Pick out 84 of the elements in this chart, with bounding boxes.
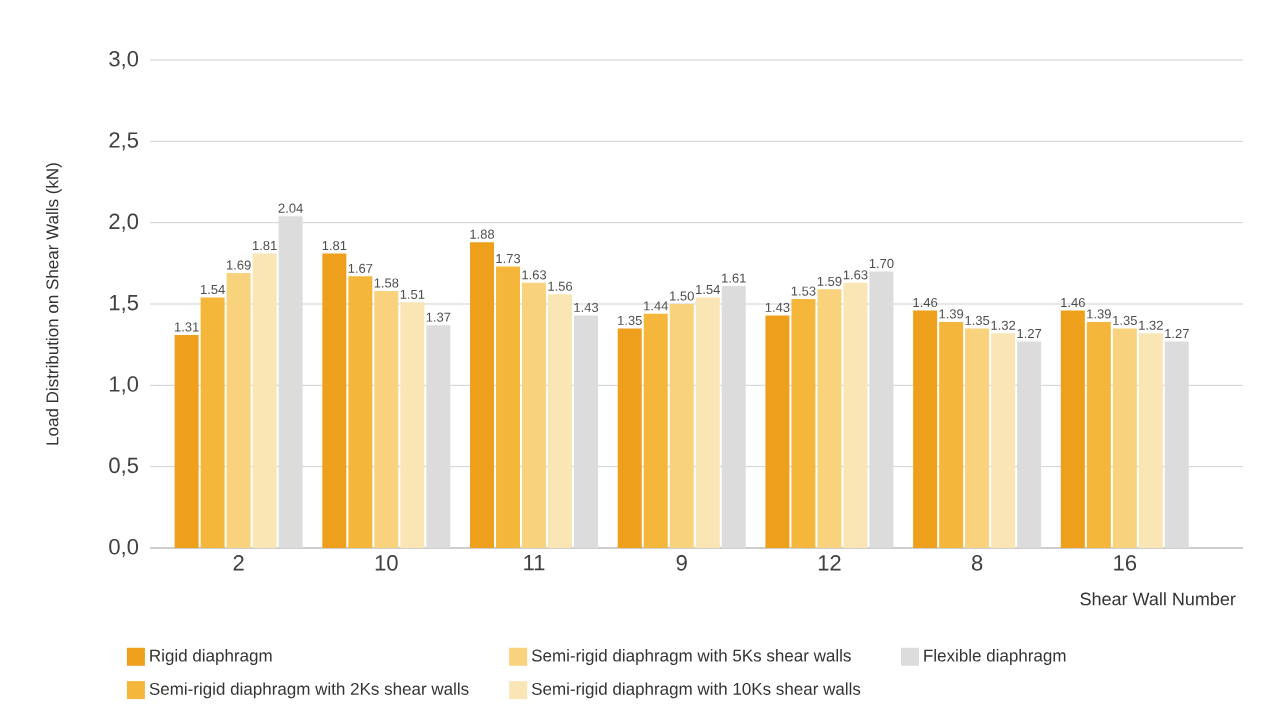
bar	[1112, 328, 1137, 548]
bar	[174, 334, 199, 548]
x-tick-label: 9	[676, 555, 687, 571]
data-label: 1.81	[322, 240, 347, 251]
data-label: 1.39	[1087, 309, 1111, 319]
y-tick-label: 2,0	[109, 213, 139, 232]
data-label: 1.37	[426, 312, 451, 322]
bar	[252, 253, 277, 548]
bar	[695, 297, 720, 548]
bar	[322, 253, 347, 548]
data-label: 1.70	[869, 258, 894, 269]
y-tick-label: 0,5	[109, 457, 138, 476]
data-label: 1.63	[522, 270, 547, 280]
data-label: 1.69	[226, 260, 251, 270]
bar	[374, 290, 399, 548]
bar	[965, 328, 990, 548]
bar	[617, 328, 642, 548]
data-label: 1.63	[843, 270, 868, 280]
x-tick-label: 12	[818, 555, 841, 571]
y-tick-label: 1,0	[110, 376, 139, 395]
bar	[200, 297, 225, 548]
data-label: 1.39	[939, 309, 964, 319]
bar	[817, 289, 842, 548]
data-label: 1.67	[348, 263, 373, 273]
bar	[1086, 321, 1111, 548]
data-label: 1.88	[470, 229, 495, 239]
data-label: 1.44	[644, 301, 668, 311]
x-tick-label: 2	[233, 555, 244, 571]
bar	[643, 313, 668, 548]
data-label: 1.43	[574, 302, 599, 312]
data-label: 1.27	[1165, 328, 1189, 339]
data-label: 1.73	[496, 253, 521, 264]
y-axis-title: Load Distribution on Shear Walls (kN)	[45, 163, 62, 445]
bar	[991, 333, 1016, 548]
data-label: 1.31	[174, 322, 199, 332]
data-label: 1.43	[765, 302, 790, 312]
data-label: 1.32	[991, 320, 1016, 330]
bar	[913, 310, 938, 548]
y-tick-label: 1,5	[110, 295, 138, 313]
bar	[400, 302, 425, 548]
data-label: 2.04	[278, 203, 303, 213]
bar	[522, 282, 547, 548]
data-label: 1.35	[618, 315, 642, 325]
data-label: 1.59	[817, 276, 842, 286]
data-label: 1.50	[670, 291, 694, 301]
bar	[843, 282, 868, 548]
legend-label: Semi-rigid diaphragm with 10Ks shear walls	[531, 682, 861, 699]
bar	[226, 273, 251, 548]
bar	[496, 266, 521, 548]
data-label: 1.46	[913, 297, 938, 308]
bar	[669, 303, 694, 548]
bar	[548, 294, 573, 548]
bar	[765, 315, 790, 548]
bar	[939, 321, 964, 548]
y-tick-label: 0,0	[109, 538, 139, 558]
data-label: 1.53	[791, 286, 816, 296]
bar	[1138, 333, 1163, 548]
data-label: 1.27	[1017, 328, 1042, 339]
x-tick-label: 8	[971, 555, 983, 571]
data-label: 1.54	[696, 285, 720, 295]
data-label: 1.54	[200, 285, 225, 295]
data-label: 1.35	[1113, 315, 1137, 325]
data-label: 1.56	[548, 281, 573, 291]
data-label: 1.81	[252, 240, 277, 251]
data-label: 1.35	[965, 315, 990, 325]
legend-label: Semi-rigid diaphragm with 2Ks shear walls	[149, 682, 469, 699]
bar	[348, 276, 373, 548]
bar	[791, 299, 816, 548]
legend-label: Rigid diaphragm	[150, 649, 272, 665]
data-label: 1.58	[374, 278, 399, 288]
legend-label: Flexible diaphragm	[924, 649, 1066, 665]
bar	[470, 242, 495, 548]
bar	[1060, 310, 1085, 548]
x-tick-label: 10	[375, 555, 398, 571]
legend-label: Semi-rigid diaphragm with 5Ks shear walls	[531, 649, 851, 665]
x-tick-label: 11	[524, 555, 545, 571]
data-label: 1.46	[1061, 297, 1085, 308]
data-label: 1.32	[1139, 320, 1163, 330]
x-axis-title: Shear Wall Number	[1080, 592, 1236, 606]
x-tick-label: 16	[1114, 555, 1137, 571]
data-label: 1.61	[722, 273, 746, 283]
data-label: 1.51	[400, 289, 425, 299]
y-tick-label: 3,0	[109, 50, 139, 70]
y-tick-label: 2,5	[109, 132, 138, 151]
